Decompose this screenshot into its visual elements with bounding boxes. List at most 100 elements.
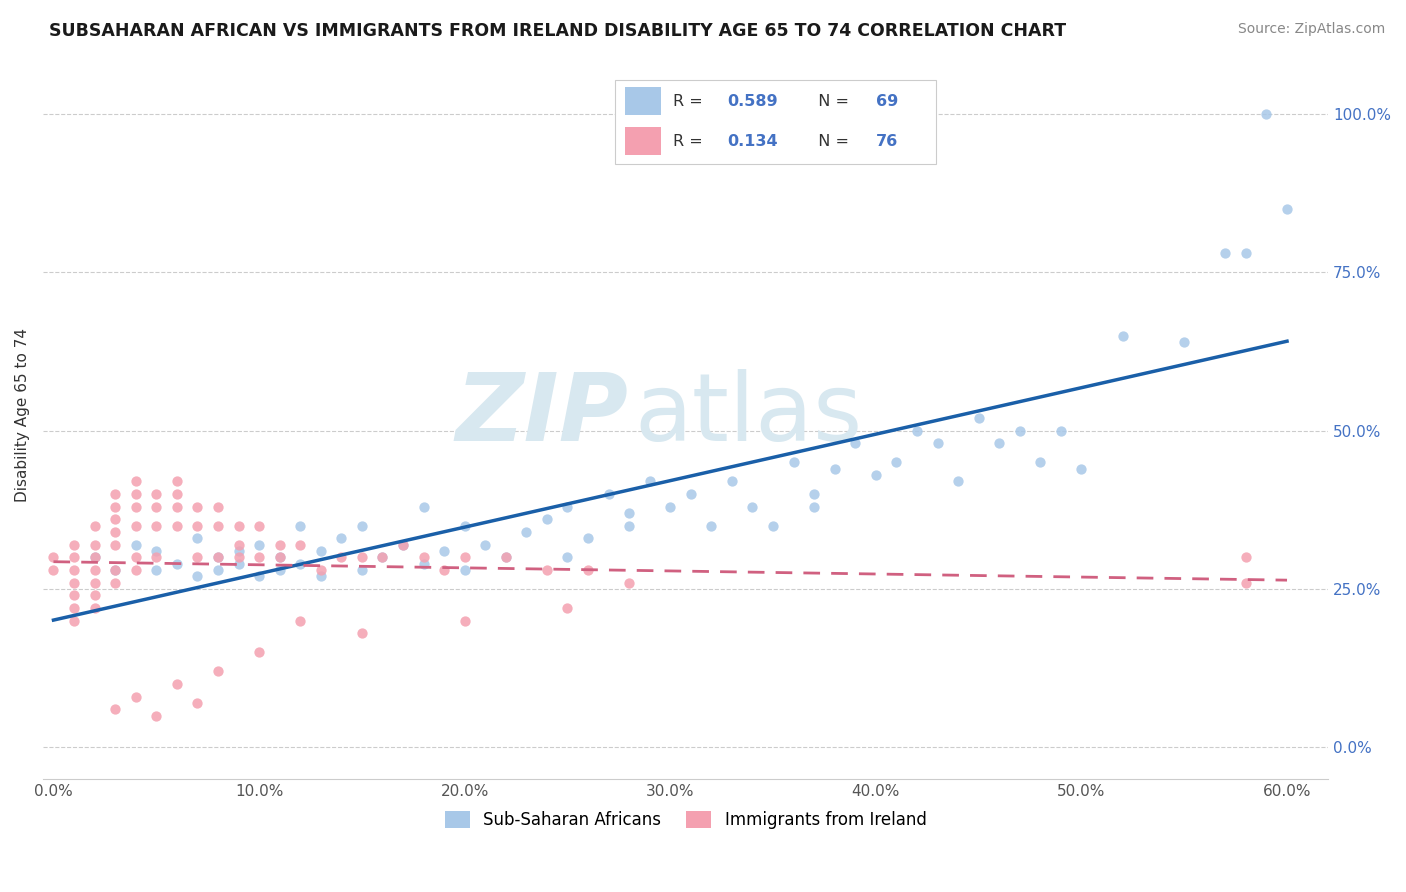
Point xyxy=(207,550,229,565)
Point xyxy=(186,500,208,514)
Text: 0.589: 0.589 xyxy=(727,94,778,109)
Point xyxy=(309,569,332,583)
Point xyxy=(371,550,394,565)
Point xyxy=(42,563,65,577)
Point xyxy=(350,518,373,533)
Point xyxy=(433,563,456,577)
FancyBboxPatch shape xyxy=(614,79,936,163)
Point xyxy=(453,518,475,533)
Point xyxy=(412,500,434,514)
Point xyxy=(290,557,312,571)
Point xyxy=(125,550,148,565)
Point xyxy=(576,531,599,545)
Point xyxy=(83,563,105,577)
Point xyxy=(83,538,105,552)
Point xyxy=(927,436,949,450)
Point xyxy=(83,550,105,565)
Point xyxy=(1050,424,1073,438)
Point xyxy=(125,500,148,514)
Point xyxy=(269,550,291,565)
Point xyxy=(886,455,908,469)
Text: Source: ZipAtlas.com: Source: ZipAtlas.com xyxy=(1237,22,1385,37)
Point xyxy=(946,475,969,489)
Text: ZIP: ZIP xyxy=(456,368,628,461)
Point xyxy=(638,475,661,489)
Point xyxy=(247,645,270,659)
Point xyxy=(1215,246,1237,260)
Point xyxy=(104,563,127,577)
Text: 69: 69 xyxy=(876,94,898,109)
Point xyxy=(207,518,229,533)
Point xyxy=(474,538,496,552)
Point xyxy=(1029,455,1052,469)
Text: N =: N = xyxy=(807,135,853,149)
Point xyxy=(228,550,250,565)
Point xyxy=(433,544,456,558)
Point xyxy=(104,524,127,539)
Point xyxy=(309,563,332,577)
Point xyxy=(782,455,804,469)
Point xyxy=(186,569,208,583)
Point xyxy=(617,575,640,590)
Point xyxy=(228,538,250,552)
Point xyxy=(1111,328,1133,343)
Point xyxy=(104,702,127,716)
Point xyxy=(536,512,558,526)
Point xyxy=(1173,334,1195,349)
Point xyxy=(762,518,785,533)
Point xyxy=(166,557,188,571)
Point xyxy=(576,563,599,577)
Point xyxy=(371,550,394,565)
Point xyxy=(330,531,353,545)
Point xyxy=(350,626,373,640)
Point xyxy=(824,461,846,475)
Point xyxy=(125,475,148,489)
Point xyxy=(145,544,167,558)
Point xyxy=(104,500,127,514)
Point xyxy=(1234,246,1257,260)
Text: 0.134: 0.134 xyxy=(727,135,778,149)
Point xyxy=(412,557,434,571)
Point xyxy=(269,550,291,565)
Point xyxy=(207,665,229,679)
Point xyxy=(617,518,640,533)
Point xyxy=(166,500,188,514)
Text: atlas: atlas xyxy=(634,368,862,461)
Point xyxy=(905,424,928,438)
Point xyxy=(453,563,475,577)
Point xyxy=(247,538,270,552)
Point xyxy=(536,563,558,577)
Point xyxy=(1234,575,1257,590)
Point xyxy=(1256,107,1278,121)
Point xyxy=(1008,424,1031,438)
Point xyxy=(63,601,86,615)
Point xyxy=(104,575,127,590)
Point xyxy=(186,518,208,533)
Point xyxy=(392,538,415,552)
Text: 76: 76 xyxy=(876,135,898,149)
Point xyxy=(125,538,148,552)
Point xyxy=(166,475,188,489)
Bar xyxy=(626,127,661,155)
Bar xyxy=(626,87,661,115)
Point xyxy=(1070,461,1092,475)
Point xyxy=(350,550,373,565)
Point xyxy=(186,531,208,545)
Point xyxy=(1275,202,1298,216)
Point xyxy=(145,487,167,501)
Y-axis label: Disability Age 65 to 74: Disability Age 65 to 74 xyxy=(15,327,30,502)
Point xyxy=(247,518,270,533)
Point xyxy=(988,436,1011,450)
Point xyxy=(63,614,86,628)
Point xyxy=(392,538,415,552)
Point xyxy=(125,690,148,704)
Legend: Sub-Saharan Africans, Immigrants from Ireland: Sub-Saharan Africans, Immigrants from Ir… xyxy=(439,805,934,836)
Point xyxy=(166,487,188,501)
Point xyxy=(125,487,148,501)
Point xyxy=(63,575,86,590)
Point xyxy=(228,518,250,533)
Point xyxy=(557,550,579,565)
Point xyxy=(290,614,312,628)
Point xyxy=(83,588,105,602)
Point xyxy=(83,575,105,590)
